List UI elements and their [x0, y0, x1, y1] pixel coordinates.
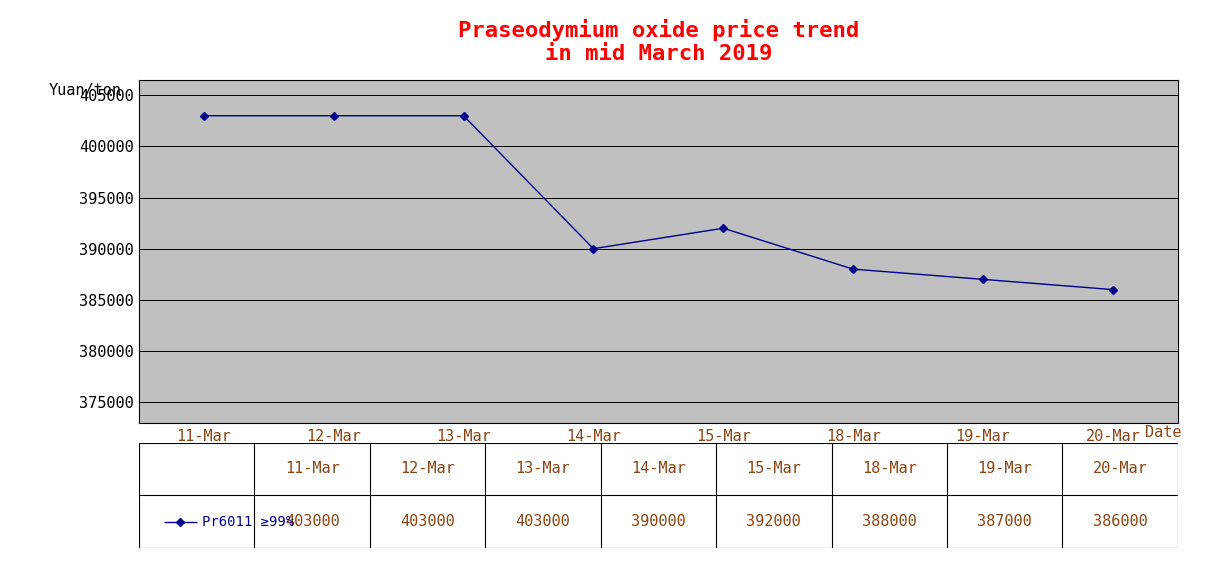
Text: 390000: 390000 — [631, 514, 686, 529]
Text: 403000: 403000 — [400, 514, 455, 529]
Text: Yuan/ton: Yuan/ton — [48, 83, 121, 98]
Text: 12-Mar: 12-Mar — [400, 461, 455, 476]
Text: Date: Date — [1145, 425, 1181, 440]
Text: 13-Mar: 13-Mar — [516, 461, 570, 476]
Text: 18-Mar: 18-Mar — [861, 461, 917, 476]
Text: 20-Mar: 20-Mar — [1093, 461, 1148, 476]
Text: 386000: 386000 — [1093, 514, 1148, 529]
Text: 403000: 403000 — [285, 514, 339, 529]
Text: 387000: 387000 — [977, 514, 1032, 529]
Text: 19-Mar: 19-Mar — [977, 461, 1032, 476]
Text: 403000: 403000 — [516, 514, 570, 529]
Text: 15-Mar: 15-Mar — [747, 461, 801, 476]
Text: 11-Mar: 11-Mar — [285, 461, 339, 476]
Text: Pr6011 ≥99%: Pr6011 ≥99% — [203, 514, 295, 529]
Text: 388000: 388000 — [861, 514, 917, 529]
Title: Praseodymium oxide price trend
in mid March 2019: Praseodymium oxide price trend in mid Ma… — [458, 19, 859, 65]
Text: 392000: 392000 — [747, 514, 801, 529]
Text: 14-Mar: 14-Mar — [631, 461, 686, 476]
